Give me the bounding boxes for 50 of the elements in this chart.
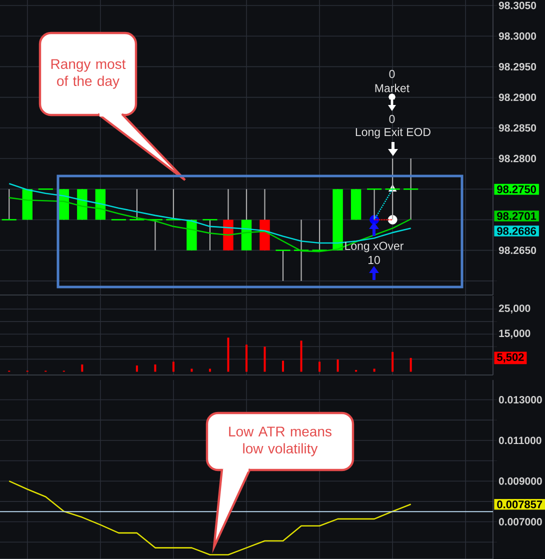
annotation: Long Exit EOD (356, 128, 430, 138)
y-tick-label: 98.3000 (498, 32, 536, 40)
annotation: 10 (368, 256, 380, 264)
candlestick (166, 188, 182, 220)
bar (81, 364, 84, 372)
text: 5,502 (497, 353, 524, 363)
bar (190, 368, 193, 372)
annotation: Low ATR means low volatility (229, 426, 332, 456)
bar (318, 362, 321, 372)
y-tick-label: 98.3050 (498, 2, 536, 10)
bar (300, 340, 302, 372)
y-tick-label: 98.2800 (498, 154, 536, 162)
annotation: 0 (389, 70, 395, 78)
bar (336, 359, 339, 372)
y-tick-label: 0.009000 (498, 477, 542, 485)
bar (373, 368, 376, 372)
y-tick-label: 0.011000 (498, 436, 542, 444)
annotation: 0 (389, 114, 395, 124)
candlestick (275, 250, 291, 282)
bar (136, 365, 138, 372)
candlestick (293, 219, 310, 282)
y-tick-label: 98.2850 (498, 124, 536, 132)
bar (264, 346, 266, 372)
bar (410, 358, 412, 372)
y-tick-label: 98.2950 (498, 63, 536, 70)
y-tick-label: 25,000 (498, 304, 530, 314)
bar (245, 344, 248, 372)
text: 98.2686 (497, 227, 536, 235)
y-tick-label: 98.2900 (498, 94, 536, 102)
y-tick-label: 0.007000 (498, 518, 542, 526)
bar (282, 360, 284, 372)
text: 98.2750 (497, 185, 536, 194)
y-tick-label: 0.013000 (498, 396, 542, 404)
annotation: Market (375, 84, 410, 92)
candlestick (202, 219, 218, 251)
annotation: Rangy most of the day (51, 59, 126, 89)
bar (154, 364, 156, 372)
y-tick-label: 15,000 (499, 330, 530, 339)
candlestick (312, 219, 328, 251)
candlestick (147, 219, 164, 251)
annotation: Long xOver (345, 242, 404, 252)
text: 0.007857 (497, 500, 542, 508)
y-tick-label: 98.2650 (498, 246, 536, 254)
candlestick (402, 158, 419, 220)
bar (227, 338, 230, 372)
candlestick (1, 188, 18, 220)
candlestick (128, 188, 145, 220)
bar (208, 368, 211, 372)
text: 98.2701 (497, 212, 536, 220)
bar (172, 362, 174, 372)
